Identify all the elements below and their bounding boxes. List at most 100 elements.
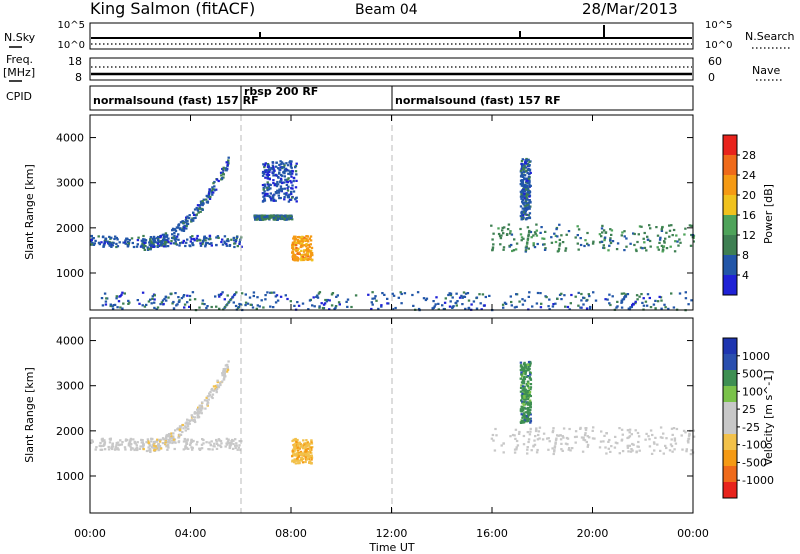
data-cell bbox=[91, 241, 94, 244]
data-cell bbox=[634, 302, 637, 305]
data-cell bbox=[558, 223, 561, 226]
data-cell bbox=[662, 452, 665, 455]
data-cell bbox=[177, 296, 180, 299]
data-cell bbox=[536, 242, 539, 246]
data-cell bbox=[290, 181, 293, 184]
data-cell bbox=[316, 296, 320, 299]
data-cell bbox=[529, 378, 533, 381]
data-cell bbox=[120, 293, 123, 296]
data-cell bbox=[520, 171, 524, 174]
data-cell bbox=[525, 395, 528, 398]
data-cell bbox=[645, 432, 648, 435]
data-cell bbox=[282, 166, 286, 169]
data-cell bbox=[159, 303, 162, 306]
data-cell bbox=[298, 235, 301, 239]
data-cell bbox=[515, 242, 519, 245]
data-cell bbox=[288, 198, 292, 201]
colorbar-tick-label: -25 bbox=[742, 421, 760, 434]
velocity-y-axis-label: Slant Range [km] bbox=[23, 367, 36, 463]
data-cell bbox=[291, 196, 294, 199]
data-cell bbox=[244, 301, 248, 304]
data-cell bbox=[293, 453, 296, 456]
data-cell bbox=[133, 448, 136, 452]
data-cell bbox=[195, 237, 199, 240]
data-cell bbox=[520, 211, 523, 214]
data-cell bbox=[510, 300, 513, 304]
data-cell bbox=[591, 242, 595, 245]
data-cell bbox=[153, 306, 156, 309]
data-cell bbox=[607, 440, 610, 443]
data-cell bbox=[215, 243, 218, 247]
data-cell bbox=[661, 226, 664, 229]
data-cell bbox=[208, 448, 211, 451]
data-cell bbox=[226, 303, 229, 306]
data-cell bbox=[210, 189, 213, 192]
data-cell bbox=[305, 439, 308, 442]
colorbar-tick-label: 4 bbox=[742, 269, 749, 282]
data-cell bbox=[102, 444, 105, 447]
data-cell bbox=[208, 237, 212, 241]
data-cell bbox=[580, 299, 583, 302]
data-cell bbox=[374, 295, 377, 298]
data-cell bbox=[521, 389, 524, 392]
data-cell bbox=[553, 449, 556, 452]
data-cell bbox=[127, 242, 130, 245]
data-cell bbox=[291, 244, 294, 247]
data-cell bbox=[116, 306, 119, 309]
data-cell bbox=[294, 235, 297, 238]
data-cell bbox=[188, 244, 191, 247]
data-cell bbox=[561, 435, 564, 438]
data-cell bbox=[192, 213, 196, 216]
data-cell bbox=[275, 174, 279, 177]
data-cell bbox=[668, 224, 671, 227]
data-cell bbox=[675, 427, 679, 431]
data-cell bbox=[260, 217, 263, 220]
data-cell bbox=[289, 162, 293, 165]
data-cell bbox=[610, 445, 613, 448]
data-cell bbox=[586, 445, 589, 448]
data-cell bbox=[585, 299, 588, 302]
data-cell bbox=[569, 449, 572, 452]
data-cell bbox=[159, 240, 162, 243]
data-cell bbox=[528, 399, 532, 402]
data-cell bbox=[521, 400, 524, 403]
data-cell bbox=[180, 297, 184, 300]
data-cell bbox=[210, 395, 213, 398]
data-cell bbox=[199, 409, 203, 412]
data-cell bbox=[273, 215, 276, 218]
data-cell bbox=[522, 163, 525, 166]
data-cell bbox=[283, 164, 286, 167]
data-cell bbox=[112, 304, 115, 307]
data-cell bbox=[556, 297, 559, 300]
freq-right-label: Nave bbox=[752, 64, 780, 77]
data-cell bbox=[206, 403, 209, 406]
data-cell bbox=[301, 253, 304, 257]
data-cell bbox=[101, 304, 105, 307]
data-cell bbox=[172, 300, 175, 304]
data-cell bbox=[569, 302, 572, 305]
data-cell bbox=[209, 391, 212, 394]
data-cell bbox=[556, 434, 559, 437]
data-cell bbox=[158, 440, 162, 443]
data-cell bbox=[287, 169, 290, 172]
data-cell bbox=[371, 303, 374, 306]
data-cell bbox=[181, 229, 184, 232]
data-cell bbox=[276, 218, 279, 221]
data-cell bbox=[657, 248, 660, 251]
noise-right-tick-top: 10^5 bbox=[705, 20, 732, 31]
data-cell bbox=[432, 306, 435, 309]
data-cell bbox=[169, 242, 172, 245]
colorbar-tick-label: -500 bbox=[742, 456, 767, 469]
data-cell bbox=[456, 300, 459, 303]
data-cell bbox=[279, 166, 282, 169]
data-cell bbox=[688, 224, 692, 227]
data-cell bbox=[521, 303, 525, 306]
data-cell bbox=[132, 438, 135, 441]
data-cell bbox=[616, 300, 619, 303]
data-cell bbox=[278, 217, 282, 220]
data-cell bbox=[269, 187, 272, 190]
data-cell bbox=[124, 439, 128, 442]
data-cell bbox=[483, 304, 486, 307]
data-cell bbox=[520, 236, 524, 239]
data-cell bbox=[215, 236, 218, 239]
